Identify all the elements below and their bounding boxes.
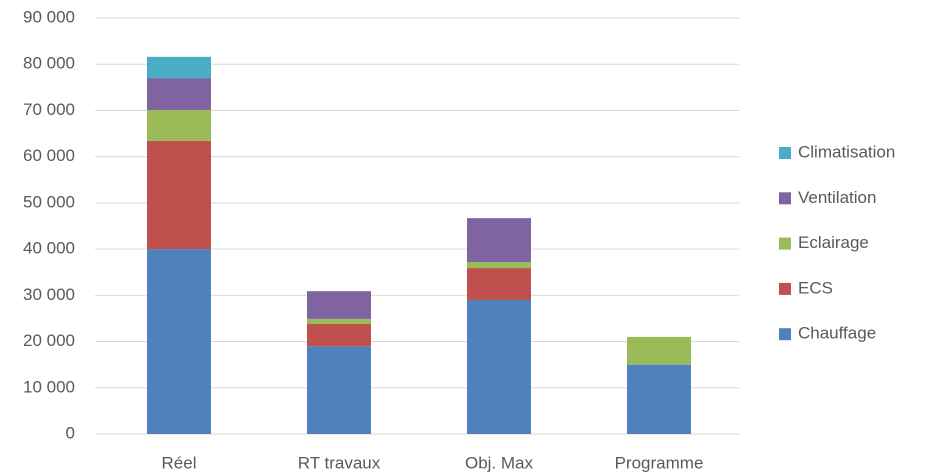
y-tick-label: 90 000 [23,7,75,26]
y-tick-label: 10 000 [23,377,75,396]
bar-segment [147,78,211,110]
bar-segment [467,299,531,434]
bar-segment [307,291,371,319]
bar-segment [467,268,531,300]
legend-swatch [779,282,791,295]
bar-segment [147,140,211,250]
x-tick-label: Programme [615,453,704,472]
bar-segment [147,109,211,141]
y-tick-label: 0 [66,423,75,442]
bar-segment [627,336,691,365]
legend-label: Eclairage [798,233,869,252]
bar-segment [307,323,371,347]
y-tick-label: 50 000 [23,192,75,211]
bar-segment [147,56,211,79]
legend-label: ECS [798,278,833,297]
bar-segment [467,262,531,269]
y-tick-label: 70 000 [23,100,75,119]
y-tick-label: 30 000 [23,285,75,304]
x-tick-label: Réel [162,453,197,472]
legend-swatch [779,328,791,341]
y-tick-label: 20 000 [23,331,75,350]
y-tick-label: 40 000 [23,239,75,258]
bar-segment [467,218,531,263]
legend-label: Climatisation [798,142,895,161]
y-tick-label: 80 000 [23,54,75,73]
x-tick-label: Obj. Max [465,453,534,472]
bar-segment [147,249,211,434]
legend-swatch [779,192,791,205]
legend-swatch [779,237,791,250]
legend-swatch [779,147,791,159]
x-tick-label: RT travaux [298,453,381,472]
bar-segment [307,318,371,324]
bar-segment [627,364,691,434]
bar-segment [307,346,371,434]
legend-label: Chauffage [798,324,876,343]
y-tick-label: 60 000 [23,146,75,165]
legend-label: Ventilation [798,188,876,207]
